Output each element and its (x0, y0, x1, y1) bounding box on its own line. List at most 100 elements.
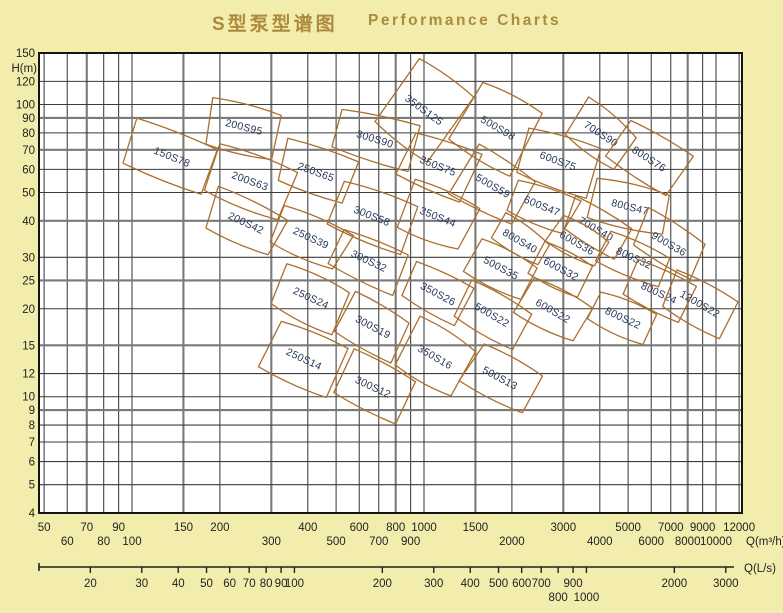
ls-tick-label-400: 400 (461, 578, 480, 590)
y-tick-label-50: 50 (22, 187, 35, 199)
x-tick-label-9000: 9000 (690, 522, 716, 534)
pump-region-200S95 (205, 96, 282, 161)
y-tick-label-70: 70 (22, 145, 35, 157)
y-tick-label-150: 150 (16, 48, 35, 60)
ls-tick-label-30: 30 (135, 578, 148, 590)
y-tick-label-15: 15 (22, 340, 35, 352)
ls-tick-label-60: 60 (223, 578, 236, 590)
x-tick-label-1000: 1000 (411, 522, 437, 534)
x-tick-label-3000: 3000 (551, 522, 577, 534)
x-tick-label-700: 700 (369, 536, 388, 548)
pump-region-350S75 (395, 132, 483, 203)
pump-region-500S13 (458, 343, 544, 414)
pump-region-500S22 (453, 279, 533, 351)
y-axis-unit: H(m) (11, 63, 37, 75)
y-tick-label-90: 90 (22, 113, 35, 125)
y-tick-label-7: 7 (29, 437, 35, 449)
pump-region-300S32 (327, 228, 409, 297)
x-tick-label-200: 200 (210, 522, 229, 534)
y-tick-label-40: 40 (22, 216, 35, 228)
x-tick-label-70: 70 (80, 522, 93, 534)
y-tick-label-80: 80 (22, 128, 35, 140)
y-tick-label-12: 12 (22, 369, 35, 381)
pump-region-300S90 (331, 108, 421, 173)
pump-region-500S98 (448, 81, 543, 177)
ls-axis-unit: Q(L/s) (744, 563, 776, 575)
x-tick-label-50: 50 (38, 522, 51, 534)
x-tick-label-5000: 5000 (615, 522, 641, 534)
ls-tick-label-500: 500 (489, 578, 508, 590)
pump-region-350S26 (401, 260, 475, 327)
y-tick-label-5: 5 (29, 480, 35, 492)
ls-tick-label-90: 90 (275, 578, 288, 590)
ls-tick-label-2000: 2000 (662, 578, 688, 590)
pump-region-800S24 (622, 258, 698, 324)
x-tick-label-2000: 2000 (499, 536, 525, 548)
pump-region-300S12 (333, 348, 417, 425)
x-tick-label-400: 400 (298, 522, 317, 534)
x-tick-label-80: 80 (97, 536, 110, 548)
ls-tick-label-40: 40 (172, 578, 185, 590)
pump-region-150S78 (122, 117, 218, 195)
pump-region-600S36 (544, 214, 610, 267)
pump-region-250S65 (277, 137, 360, 204)
y-tick-label-100: 100 (16, 100, 35, 112)
pump-region-250S14 (257, 320, 349, 399)
x-tick-label-6000: 6000 (638, 536, 664, 548)
ls-tick-label-900: 900 (563, 578, 582, 590)
x-axis-unit-m3h: Q(m³/h) (746, 536, 783, 548)
ls-tick-label-600: 600 (512, 578, 531, 590)
x-tick-label-800: 800 (386, 522, 405, 534)
y-tick-label-30: 30 (22, 252, 35, 264)
x-tick-label-600: 600 (350, 522, 369, 534)
pump-region-350S125 (374, 57, 475, 163)
x-tick-label-900: 900 (401, 536, 420, 548)
pump-region-900S36 (632, 206, 706, 280)
ls-tick-label-100: 100 (285, 578, 304, 590)
x-tick-label-500: 500 (327, 536, 346, 548)
pump-region-200S42 (205, 185, 289, 256)
pump-region-700S40 (563, 195, 633, 260)
pump-region-250S39 (269, 204, 355, 270)
pump-region-800S22 (586, 291, 658, 346)
x-tick-label-4000: 4000 (587, 536, 613, 548)
pump-region-800S32 (594, 230, 671, 288)
pump-region-1200S22 (661, 269, 739, 340)
ls-tick-label-3000: 3000 (713, 578, 739, 590)
chart-title-chinese: S型泵型谱图 (212, 14, 338, 35)
y-tick-label-8: 8 (29, 420, 35, 432)
pump-region-300S19 (333, 290, 410, 364)
x-tick-label-12000: 12000 (723, 522, 755, 534)
pump-region-600S47 (506, 179, 582, 234)
chart-title-english: Performance Charts (368, 12, 562, 29)
ls-tick-label-80: 80 (260, 578, 273, 590)
ls-tick-label-300: 300 (424, 578, 443, 590)
x-tick-label-100: 100 (122, 536, 141, 548)
x-tick-label-90: 90 (112, 522, 125, 534)
plot-border (38, 52, 743, 514)
x-tick-label-8000: 8000 (675, 536, 701, 548)
pump-region-600S75 (516, 127, 602, 199)
ls-tick-label-700: 700 (532, 578, 551, 590)
y-tick-label-10: 10 (22, 392, 35, 404)
y-tick-label-4: 4 (29, 508, 36, 520)
pump-region-600S22 (512, 277, 594, 342)
ls-tick-label-50: 50 (200, 578, 213, 590)
ls-tick-label-200: 200 (373, 578, 392, 590)
pump-region-800S76 (604, 119, 695, 197)
pump-region-250S24 (270, 263, 351, 336)
pump-region-500S59 (448, 143, 536, 225)
y-tick-label-120: 120 (16, 76, 35, 88)
pump-region-350S16 (394, 315, 477, 397)
x-tick-label-7000: 7000 (658, 522, 684, 534)
pump-region-350S44 (396, 178, 481, 250)
y-tick-label-20: 20 (22, 304, 35, 316)
ls-tick-label-20: 20 (84, 578, 97, 590)
ls-tick-label-1000: 1000 (574, 592, 600, 604)
pump-region-800S40 (490, 211, 551, 266)
y-tick-label-25: 25 (22, 275, 35, 287)
x-tick-label-300: 300 (262, 536, 281, 548)
pump-region-200S63 (203, 143, 299, 221)
